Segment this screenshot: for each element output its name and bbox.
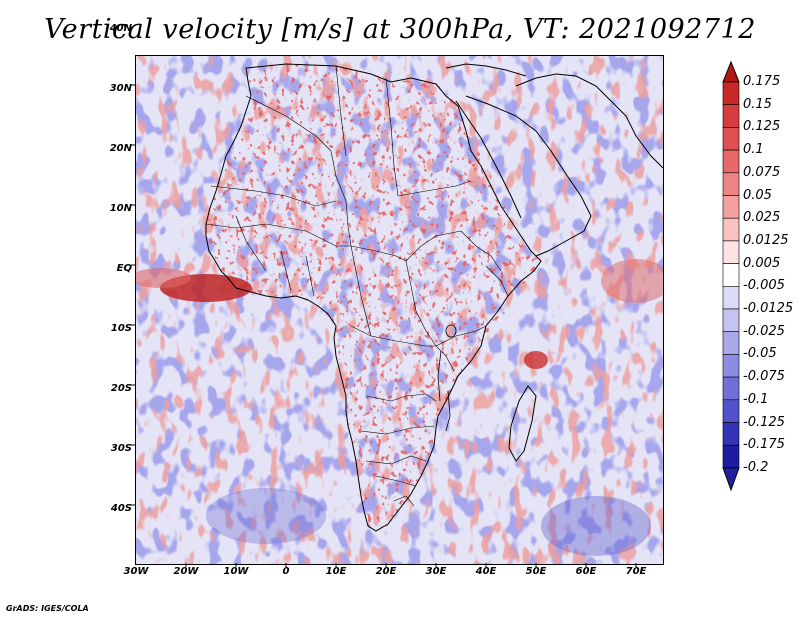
colorbar-label: -0.005 [743,278,785,294]
colorbar-label: -0.125 [743,414,785,430]
country-borders [205,65,509,507]
lon-label: 30W [123,566,149,577]
map-canvas [136,56,663,564]
colorbar-label: 0.125 [743,119,781,135]
colorbar-label: 0.1 [743,142,764,158]
colorbar-swatch [722,172,740,196]
colorbar-swatch [722,149,740,174]
colorbar-swatch [722,331,740,355]
map-panel [135,55,664,565]
lon-label: 20W [173,566,199,577]
colorbar-swatch [722,285,740,310]
lat-label: 40N [109,23,132,34]
colorbar-label: 0.05 [743,187,772,203]
lat-label: 10S [110,323,132,334]
lat-label: 30S [110,443,132,454]
colorbar-swatch [722,354,740,378]
colorbar-swatch [722,376,740,401]
colorbar-bottom-arrow [722,467,740,492]
colorbar-swatch [722,308,740,333]
colorbar-label: -0.075 [743,369,785,385]
lon-label: 70E [625,566,647,577]
colorbar-top-arrow [722,60,740,83]
colorbar-swatch [722,195,740,219]
lakes [437,324,457,432]
map-title: Vertical velocity [m/s] at 300hPa, VT: 2… [44,14,756,45]
footer-credit: GrADS: IGES/COLA [6,604,89,613]
colorbar-label: 0.005 [743,255,781,271]
lon-label: 0 [282,566,290,577]
coastlines [205,63,663,532]
colorbar-swatch [722,240,740,264]
colorbar-label: -0.025 [743,323,785,339]
colorbar-label: -0.1 [743,391,769,407]
lon-label: 30E [425,566,447,577]
colorbar-label: -0.05 [743,346,777,362]
lat-label: 40S [110,503,132,514]
lon-label: 60E [575,566,597,577]
colorbar-swatch [722,81,740,106]
colorbar-swatch [722,217,740,242]
colorbar-label: 0.175 [743,74,781,89]
colorbar-label: 0.15 [743,96,772,112]
lat-label: 10N [109,203,132,214]
colorbar-label: -0.0125 [743,301,794,316]
colorbar-label: -0.2 [743,459,769,475]
lat-label: EQ [116,263,132,274]
colorbar-label: -0.175 [743,437,785,453]
colorbar-swatch [722,444,740,469]
colorbar-label: 0.025 [743,210,781,226]
colorbar-label: 0.0125 [743,232,789,248]
lon-label: 10E [325,566,347,577]
lon-label: 20E [375,566,397,577]
colorbar-swatch [722,263,740,287]
colorbar-swatch [722,399,740,423]
lon-label: 10W [223,566,249,577]
colorbar-swatch [722,127,740,151]
colorbar-swatch [722,422,740,446]
lon-label: 50E [525,566,547,577]
lat-label: 30N [109,83,132,94]
lat-label: 20N [109,143,132,154]
lat-label: 20S [110,383,132,394]
colorbar-swatch [722,104,740,128]
lon-label: 40E [475,566,497,577]
colorbar-label: 0.075 [743,164,781,180]
